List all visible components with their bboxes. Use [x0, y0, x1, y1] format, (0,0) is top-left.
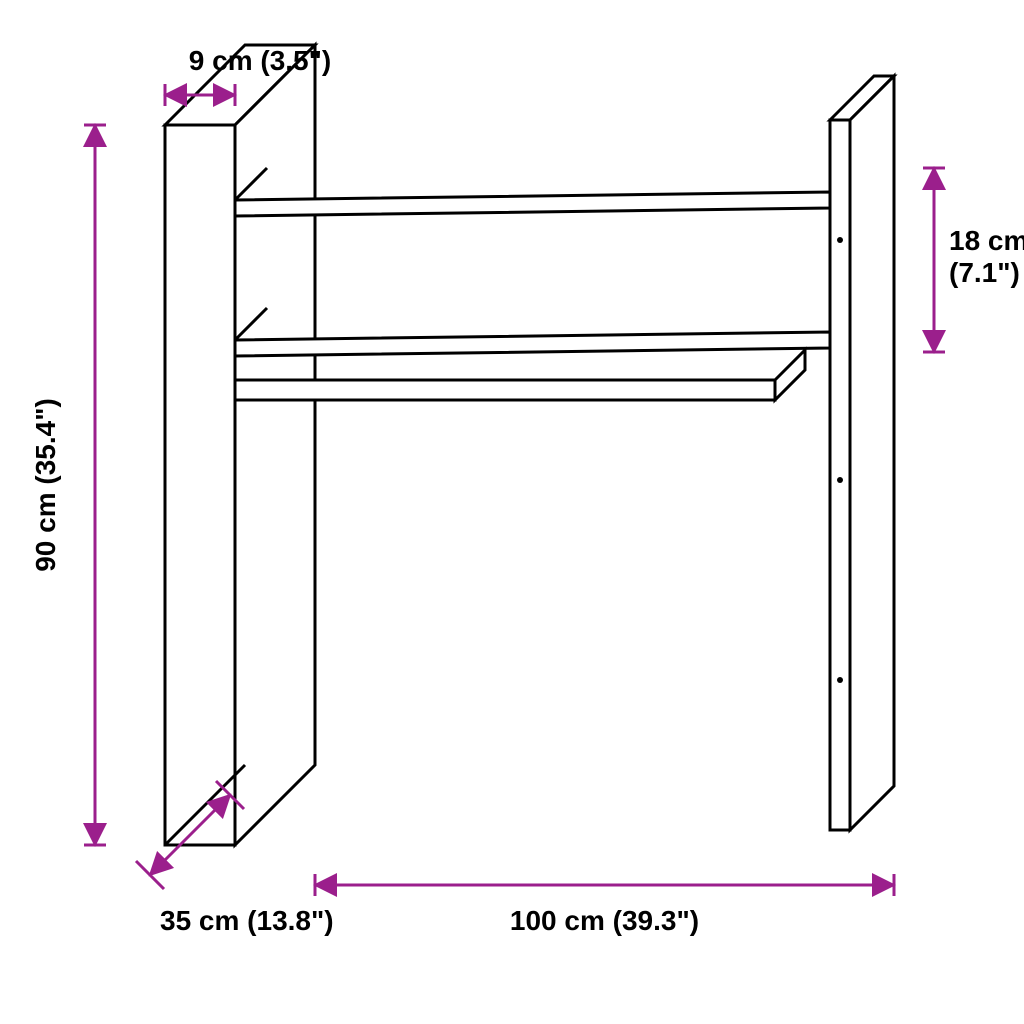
dimension-diagram: 9 cm (3.5") 90 cm (35.4") 35 cm (13.8") … — [0, 0, 1024, 1024]
label-width: 100 cm (39.3") — [510, 905, 699, 936]
label-panel-width: 9 cm (3.5") — [189, 45, 331, 76]
label-shelf-gap-in: (7.1") — [949, 257, 1020, 288]
label-height: 90 cm (35.4") — [30, 398, 61, 572]
furniture-outline — [165, 45, 894, 845]
label-depth: 35 cm (13.8") — [160, 905, 334, 936]
label-shelf-gap: 18 cm — [949, 225, 1024, 256]
